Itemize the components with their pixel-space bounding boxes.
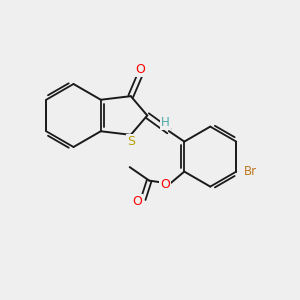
Text: H: H xyxy=(161,116,170,129)
Text: O: O xyxy=(135,63,145,76)
Text: O: O xyxy=(132,195,142,208)
Text: Br: Br xyxy=(244,165,257,178)
Text: S: S xyxy=(127,135,135,148)
Text: O: O xyxy=(160,178,170,191)
